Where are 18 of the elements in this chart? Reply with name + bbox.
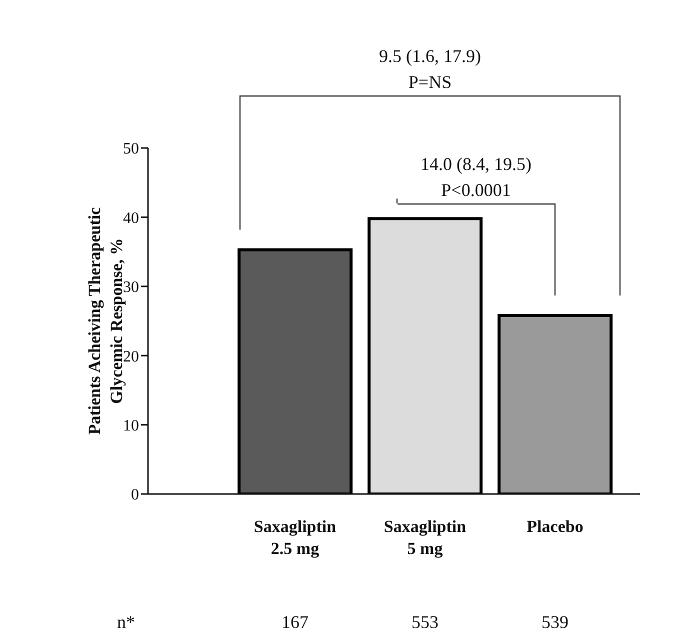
text: P=NS xyxy=(408,72,452,92)
annotation: P<0.0001 xyxy=(441,180,511,200)
text: n* xyxy=(117,612,135,632)
x-tick-label: Saxagliptin 2.5 mg xyxy=(254,517,337,558)
x-tick-label: Saxagliptin 5 mg xyxy=(384,517,467,558)
y-tick-label: 20 xyxy=(123,348,139,366)
y-tick-label: 50 xyxy=(123,140,139,158)
text: 539 xyxy=(542,612,568,632)
bar xyxy=(498,314,613,494)
y-tick-label: 0 xyxy=(131,486,139,504)
text: 167 xyxy=(282,612,308,632)
text: 9.5 (1.6, 17.9) xyxy=(379,46,481,66)
bar xyxy=(238,248,353,494)
text: 553 xyxy=(412,612,438,632)
y-tick-label: 10 xyxy=(123,417,139,434)
y-tick-label: 30 xyxy=(123,279,139,296)
annotation: 14.0 (8.4, 19.5) xyxy=(420,154,532,174)
x-tick-label: Placebo xyxy=(526,517,584,536)
